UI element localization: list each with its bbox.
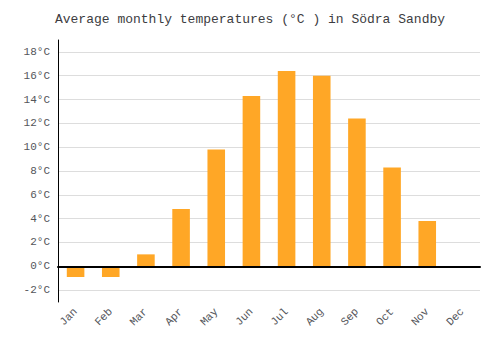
svg-text:2°C: 2°C xyxy=(30,236,50,248)
svg-text:18°C: 18°C xyxy=(24,46,51,58)
svg-text:Mar: Mar xyxy=(128,306,150,328)
svg-text:Dec: Dec xyxy=(444,306,466,328)
svg-text:Apr: Apr xyxy=(163,306,185,328)
svg-text:Oct: Oct xyxy=(374,306,396,328)
svg-text:Average monthly temperatures (: Average monthly temperatures (°C ) in Sö… xyxy=(55,12,445,27)
svg-text:10°C: 10°C xyxy=(24,141,51,153)
svg-text:Jul: Jul xyxy=(268,306,290,328)
svg-text:14°C: 14°C xyxy=(24,94,51,106)
svg-text:Jun: Jun xyxy=(233,306,255,328)
svg-text:12°C: 12°C xyxy=(24,117,51,129)
svg-text:Aug: Aug xyxy=(304,306,326,328)
svg-text:Nov: Nov xyxy=(409,305,432,328)
svg-text:Sep: Sep xyxy=(339,306,361,328)
svg-text:Jan: Jan xyxy=(57,306,79,328)
svg-text:0°C: 0°C xyxy=(30,260,50,272)
svg-text:May: May xyxy=(198,305,221,328)
svg-text:-2°C: -2°C xyxy=(24,284,51,296)
svg-text:16°C: 16°C xyxy=(24,70,51,82)
svg-text:8°C: 8°C xyxy=(30,165,50,177)
svg-text:Feb: Feb xyxy=(93,306,115,328)
svg-text:6°C: 6°C xyxy=(30,189,50,201)
svg-text:4°C: 4°C xyxy=(30,213,50,225)
